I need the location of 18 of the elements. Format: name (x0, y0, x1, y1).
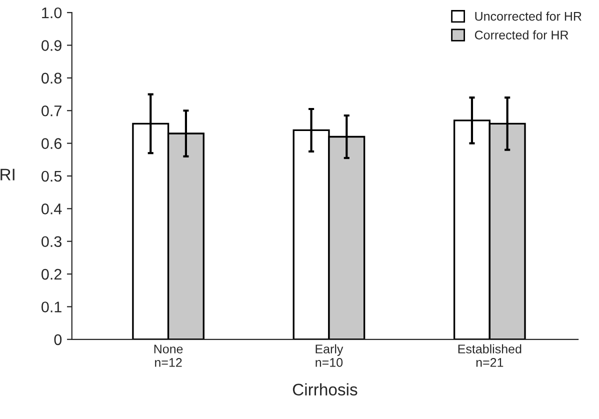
y-axis-title: RI (0, 168, 14, 180)
y-tick-label: 0.1 (42, 302, 62, 312)
y-tick-label: 0.4 (42, 204, 62, 214)
legend-label: Corrected for HR (474, 30, 568, 40)
legend-label: Uncorrected for HR (475, 12, 582, 21)
y-tick-label: 0.2 (42, 268, 62, 280)
y-tick-label: 0 (54, 334, 62, 346)
x-tick-label: None n=12 (154, 344, 183, 367)
y-tick-label: 0.7 (42, 105, 62, 116)
x-axis-title: Cirrhosis (292, 383, 358, 396)
y-tick-label: 0.5 (42, 170, 62, 182)
x-tick-label: Established n=21 (458, 344, 522, 367)
x-tick-label: Early n=10 (316, 344, 344, 367)
y-tick-label: 0.8 (42, 72, 62, 84)
y-tick-label: 1.0 (42, 7, 62, 18)
y-tick-label: 0.3 (42, 236, 62, 248)
y-tick-label: 0.9 (42, 40, 62, 51)
y-tick-label: 0.6 (42, 138, 62, 149)
